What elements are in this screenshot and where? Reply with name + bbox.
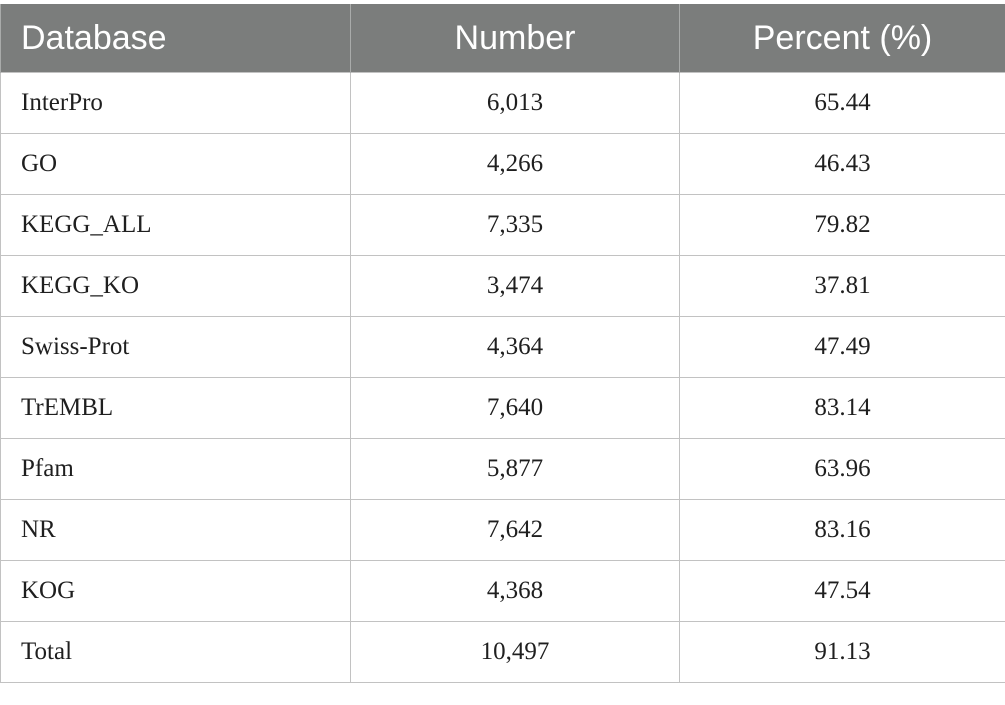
table-row: TrEMBL 7,640 83.14 (0, 377, 1005, 439)
cell-number: 7,335 (350, 194, 680, 256)
cell-database: KEGG_ALL (0, 194, 351, 256)
cell-database: Swiss-Prot (0, 316, 351, 378)
annotation-table: Database Number Percent (%) InterPro 6,0… (0, 4, 1005, 683)
table-row: InterPro 6,013 65.44 (0, 72, 1005, 134)
table-row-total: Total 10,497 91.13 (0, 621, 1005, 683)
table-row: NR 7,642 83.16 (0, 499, 1005, 561)
cell-percent: 63.96 (679, 438, 1005, 500)
cell-percent: 46.43 (679, 133, 1005, 195)
cell-percent: 47.49 (679, 316, 1005, 378)
cell-percent: 83.16 (679, 499, 1005, 561)
cell-number: 3,474 (350, 255, 680, 317)
cell-database: KOG (0, 560, 351, 622)
cell-database: KEGG_KO (0, 255, 351, 317)
cell-number: 4,266 (350, 133, 680, 195)
table-row: Pfam 5,877 63.96 (0, 438, 1005, 500)
table-row: KOG 4,368 47.54 (0, 560, 1005, 622)
cell-database: TrEMBL (0, 377, 351, 439)
table-row: KEGG_ALL 7,335 79.82 (0, 194, 1005, 256)
cell-percent: 37.81 (679, 255, 1005, 317)
header-number: Number (350, 4, 680, 73)
cell-percent: 79.82 (679, 194, 1005, 256)
table-row: Swiss-Prot 4,364 47.49 (0, 316, 1005, 378)
table-row: KEGG_KO 3,474 37.81 (0, 255, 1005, 317)
cell-database: GO (0, 133, 351, 195)
cell-number: 6,013 (350, 72, 680, 134)
cell-percent: 65.44 (679, 72, 1005, 134)
cell-percent: 91.13 (679, 621, 1005, 683)
table-header-row: Database Number Percent (%) (0, 4, 1005, 73)
header-percent: Percent (%) (679, 4, 1005, 73)
cell-number: 5,877 (350, 438, 680, 500)
table-row: GO 4,266 46.43 (0, 133, 1005, 195)
cell-database: NR (0, 499, 351, 561)
cell-number: 7,642 (350, 499, 680, 561)
cell-number: 4,364 (350, 316, 680, 378)
cell-percent: 83.14 (679, 377, 1005, 439)
cell-number: 4,368 (350, 560, 680, 622)
header-database: Database (0, 4, 351, 73)
cell-number: 7,640 (350, 377, 680, 439)
cell-number: 10,497 (350, 621, 680, 683)
cell-database: Pfam (0, 438, 351, 500)
cell-percent: 47.54 (679, 560, 1005, 622)
cell-database: InterPro (0, 72, 351, 134)
cell-database: Total (0, 621, 351, 683)
